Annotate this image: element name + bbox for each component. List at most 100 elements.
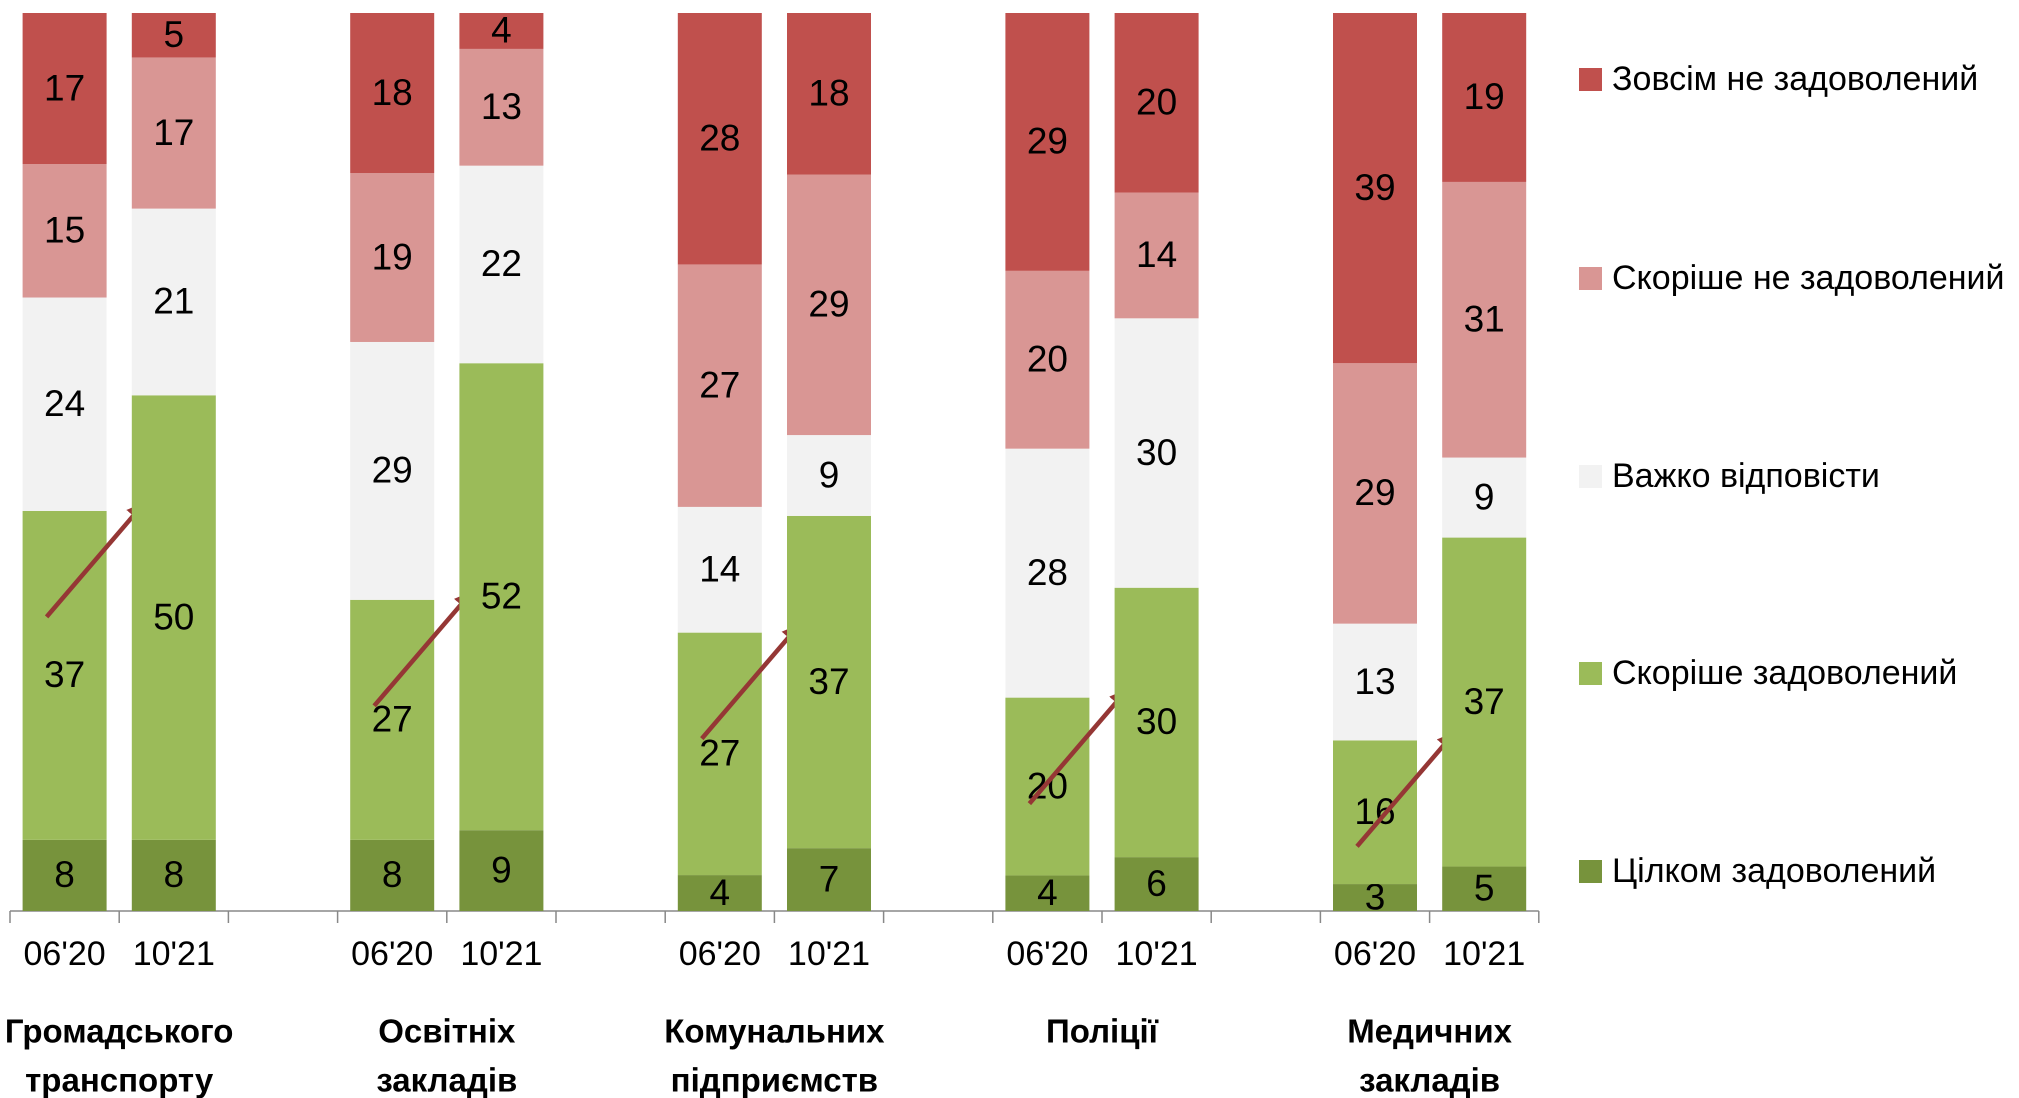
value-label: 14: [699, 549, 740, 590]
value-label: 17: [153, 112, 194, 153]
value-label: 18: [808, 73, 849, 114]
trend-arrow: [1027, 688, 1128, 806]
group-label: Освітніх: [378, 1013, 516, 1050]
value-label: 13: [481, 86, 522, 127]
value-label: 20: [1027, 339, 1068, 380]
value-label: 50: [153, 596, 194, 637]
bar-segment: [1005, 448, 1090, 698]
value-label: 19: [372, 236, 413, 277]
value-label: 31: [1464, 299, 1505, 340]
x-tick-label: 10'21: [133, 935, 215, 973]
value-label: 28: [699, 118, 740, 159]
x-tick-label: 06'20: [351, 935, 433, 973]
x-tick-label: 06'20: [1334, 935, 1416, 973]
legend-swatch: [1579, 465, 1602, 488]
value-label: 8: [382, 854, 403, 895]
value-label: 24: [44, 383, 85, 424]
bar-segment: [1333, 13, 1417, 364]
bar-segment: [131, 839, 216, 911]
bar-segment: [1114, 192, 1199, 319]
bar-segment: [1005, 270, 1090, 449]
bar-segment: [22, 839, 107, 911]
bar-segment: [1114, 13, 1199, 193]
trend-arrow: [1355, 731, 1456, 848]
group-label: підприємств: [671, 1062, 878, 1098]
bar-segment: [459, 48, 544, 166]
bar-segment: [677, 506, 762, 633]
legend-label: Цілком задоволений: [1612, 852, 1936, 890]
legend-label: Важко відповісти: [1612, 457, 1880, 495]
value-label: 14: [1136, 234, 1177, 275]
bar-segment: [350, 839, 435, 911]
value-label: 3: [1365, 876, 1386, 917]
x-tick-label: 10'21: [1443, 935, 1525, 973]
bar-segment: [677, 875, 762, 911]
bar-segment: [1114, 318, 1199, 588]
value-label: 9: [819, 454, 840, 495]
group-label: транспорту: [25, 1062, 214, 1098]
bar-segment: [22, 13, 107, 165]
x-tick-label: 06'20: [24, 935, 106, 973]
bar-segment: [1114, 587, 1199, 858]
bar-segment: [1005, 13, 1090, 271]
bar-segment: [1333, 740, 1417, 885]
value-label: 20: [1136, 82, 1177, 123]
legend-swatch: [1579, 860, 1602, 883]
bar-segment: [787, 515, 871, 849]
value-label: 27: [699, 733, 740, 774]
bar-segment: [1442, 457, 1527, 538]
value-label: 29: [808, 284, 849, 325]
value-label: 28: [1027, 552, 1068, 593]
bar-segment: [350, 341, 435, 600]
bar-segment: [787, 435, 871, 516]
bar-segment: [677, 632, 762, 876]
value-label: 9: [491, 849, 512, 890]
legend-swatch: [1579, 68, 1602, 91]
x-tick-label: 10'21: [460, 935, 542, 973]
value-label: 15: [44, 210, 85, 251]
bar-segment: [131, 13, 216, 58]
x-tick-label: 10'21: [788, 935, 870, 973]
trend-arrow: [372, 591, 473, 708]
value-label: 27: [699, 364, 740, 405]
bar-segment: [22, 164, 107, 298]
legend-swatch: [1579, 267, 1602, 290]
bar-segment: [459, 13, 544, 49]
value-label: 18: [372, 72, 413, 113]
legend-swatch: [1579, 662, 1602, 685]
value-label: 52: [481, 575, 522, 616]
x-tick-label: 06'20: [1006, 935, 1088, 973]
bar-segment: [459, 830, 544, 911]
trend-arrow: [700, 623, 801, 741]
bar-segment: [1005, 875, 1090, 911]
value-label: 4: [1037, 872, 1058, 913]
bar-segment: [677, 13, 762, 265]
bar-segment: [787, 848, 871, 911]
bar-segment: [677, 264, 762, 507]
value-label: 30: [1136, 701, 1177, 742]
group-label: Поліції: [1046, 1013, 1159, 1050]
value-label: 4: [710, 872, 731, 913]
value-label: 27: [372, 699, 413, 740]
group-label: закладів: [1359, 1062, 1500, 1098]
value-label: 5: [164, 14, 185, 55]
bar-segment: [131, 395, 216, 840]
legend-label: Зовсім не задоволений: [1612, 60, 1978, 98]
bar-segment: [1442, 866, 1527, 911]
bar-segment: [1333, 623, 1417, 741]
value-label: 29: [372, 450, 413, 491]
x-tick-label: 10'21: [1116, 935, 1198, 973]
value-label: 17: [44, 67, 85, 108]
x-tick-label: 06'20: [679, 935, 761, 973]
bar-segment: [1442, 537, 1527, 867]
legend-label: Скоріше задоволений: [1612, 654, 1957, 692]
value-label: 30: [1136, 432, 1177, 473]
bar-segment: [1442, 13, 1527, 182]
value-label: 8: [54, 854, 75, 895]
bar-segment: [1005, 697, 1090, 876]
bar-segment: [1114, 857, 1199, 911]
value-label: 37: [44, 654, 85, 695]
value-label: 29: [1027, 121, 1068, 162]
group-label: Медичних: [1347, 1013, 1512, 1050]
